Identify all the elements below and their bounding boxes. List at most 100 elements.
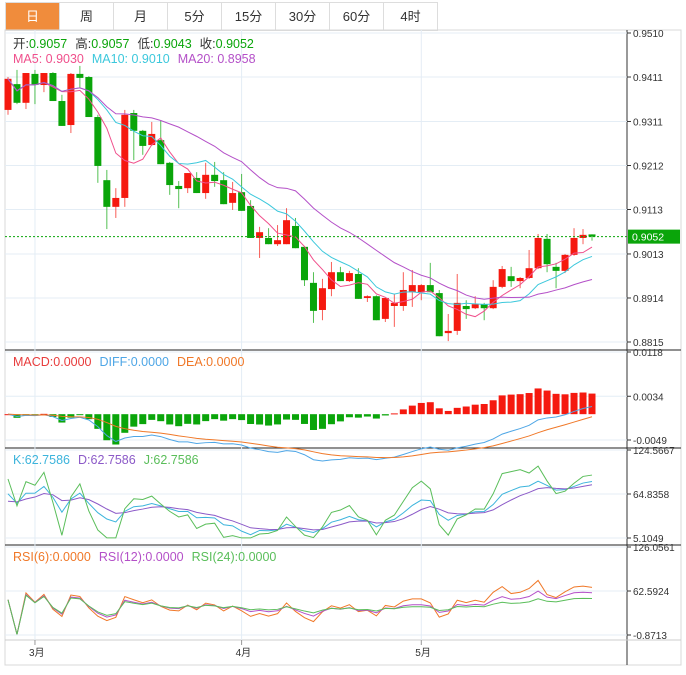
candle-up [489, 286, 497, 309]
macd-bar [58, 414, 66, 423]
candle-up [381, 297, 389, 319]
candle-down [85, 77, 93, 118]
candle-down [31, 73, 39, 86]
candle-up [148, 133, 156, 146]
d-legend: D:62.7586 [78, 453, 136, 467]
tab-week[interactable]: 周 [60, 3, 114, 30]
rsi24-legend: RSI(24):0.0000 [192, 550, 277, 564]
macd-bar [184, 414, 192, 424]
dea-line [7, 413, 593, 459]
candle-up [67, 73, 75, 126]
macd-bar [166, 414, 174, 425]
tab-day[interactable]: 日 [6, 3, 60, 30]
macd-bar [534, 388, 542, 415]
macd-bar [139, 414, 147, 425]
macd-bar [229, 414, 237, 420]
macd-tick-label: 0.0034 [633, 392, 664, 403]
candle-up [112, 197, 120, 207]
candle-up [202, 174, 210, 194]
candle-up [498, 269, 506, 287]
candle-down [94, 117, 102, 166]
close-label: 收: [200, 37, 216, 51]
candle-up [327, 272, 335, 290]
chart-frame [4, 29, 682, 666]
macd-bar [516, 394, 524, 415]
candle-down [507, 276, 515, 282]
candle-down [426, 285, 434, 293]
ma20-legend: MA20: 0.8958 [178, 52, 256, 66]
macd-bar [85, 414, 93, 420]
macd-bar [408, 405, 416, 415]
k-legend: K:62.7586 [13, 453, 70, 467]
candle-down [211, 174, 219, 182]
candle-down [309, 282, 317, 311]
open-label: 开: [13, 37, 29, 51]
macd-bar [390, 413, 398, 415]
rsi-tick-label: 126.0561 [633, 543, 675, 554]
tab-60min[interactable]: 60分 [330, 3, 384, 30]
macd-bar [453, 407, 461, 415]
macd-bar [507, 394, 515, 415]
macd-bar [471, 404, 479, 415]
macd-bar [489, 400, 497, 415]
tab-15min[interactable]: 15分 [222, 3, 276, 30]
candle-down [76, 73, 84, 78]
macd-bar [211, 414, 219, 420]
candle-down [13, 84, 21, 103]
macd-bar [309, 414, 317, 430]
candle-down [238, 192, 246, 211]
price-tick-label: 0.9113 [633, 206, 663, 217]
macd-bar [265, 414, 273, 426]
kdj-tick-label: 124.5667 [633, 446, 675, 457]
candle-down [552, 266, 560, 271]
macd-bar [570, 392, 578, 415]
kdj-tick-label: 64.8358 [633, 490, 670, 501]
macd-bar [130, 414, 138, 427]
macd-bar [444, 410, 452, 415]
candle-up [274, 240, 282, 245]
macd-bar [202, 414, 210, 422]
diff-line [7, 405, 593, 462]
macd-tick-label: -0.0049 [633, 436, 667, 447]
macd-bar [175, 414, 183, 427]
d-line [7, 484, 593, 531]
j-legend: J:62.7586 [144, 453, 199, 467]
candle-down [157, 140, 165, 165]
macd-bar [363, 414, 371, 417]
macd-bar [417, 402, 425, 415]
kdj-tick-label: 5.1049 [633, 534, 664, 545]
candle-down [58, 101, 66, 126]
ma10-legend: MA10: 0.9010 [92, 52, 170, 66]
macd-bar [381, 414, 389, 416]
macd-bar [247, 414, 255, 424]
macd-bar [435, 408, 443, 415]
rsi6-line [7, 579, 593, 635]
macd-bar [94, 414, 102, 429]
candle-up [40, 73, 48, 86]
price-tick-label: 0.9013 [633, 250, 664, 261]
rsi-tick-label: 62.5924 [633, 587, 670, 598]
rsi12-line [7, 590, 593, 635]
candle-up [417, 285, 425, 293]
candle-down [300, 246, 308, 281]
tab-4hour[interactable]: 4时 [384, 3, 438, 30]
candle-up [408, 285, 416, 293]
candle-up [579, 234, 587, 238]
rsi6-legend: RSI(6):0.0000 [13, 550, 91, 564]
tab-30min[interactable]: 30分 [276, 3, 330, 30]
macd-bar [462, 406, 470, 415]
candle-up [561, 254, 569, 271]
dea-legend: DEA:0.0000 [177, 355, 244, 369]
tab-month[interactable]: 月 [114, 3, 168, 30]
macd-bar [426, 402, 434, 415]
macd-bar [336, 414, 344, 422]
j-line [7, 465, 593, 539]
low-label: 低: [137, 37, 153, 51]
tab-5min[interactable]: 5分 [168, 3, 222, 30]
rsi12-legend: RSI(12):0.0000 [99, 550, 184, 564]
candle-down [588, 234, 596, 237]
macd-bar [552, 393, 560, 415]
price-tick-label: 0.8914 [633, 294, 664, 305]
